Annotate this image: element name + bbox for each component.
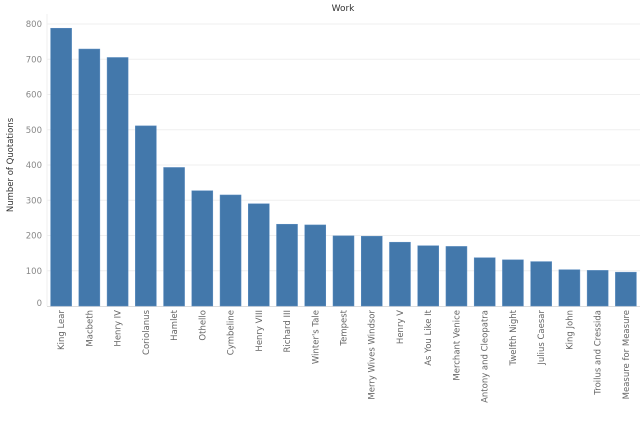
x-tick-label: Macbeth	[85, 310, 95, 347]
x-tick-label: Coriolanus	[142, 309, 152, 355]
bar[interactable]	[473, 257, 496, 307]
y-tick-label: 200	[26, 232, 42, 242]
y-tick-label: 800	[26, 20, 42, 30]
bar[interactable]	[332, 235, 355, 307]
bar[interactable]	[389, 241, 411, 307]
x-tick-label: Richard III	[283, 310, 293, 353]
bar[interactable]	[78, 48, 101, 307]
y-tick-label: 0	[37, 299, 42, 309]
bar[interactable]	[50, 27, 72, 307]
bars	[50, 27, 637, 307]
bar[interactable]	[106, 57, 129, 307]
x-tick-label: Cymbeline	[227, 310, 237, 355]
x-tick-label: Henry VIII	[255, 310, 265, 352]
x-tick-label: Henry IV	[114, 310, 124, 347]
bar[interactable]	[219, 194, 242, 307]
chart-title: Work	[332, 4, 356, 14]
y-tick-label: 500	[26, 126, 42, 136]
x-tick-label: Measure for Measure	[622, 310, 632, 399]
x-tick-label: Troilus and Cressida	[594, 310, 604, 396]
bar[interactable]	[530, 261, 552, 307]
bar[interactable]	[558, 269, 581, 307]
bar[interactable]	[191, 190, 214, 307]
bar[interactable]	[417, 245, 439, 307]
bar[interactable]	[163, 167, 185, 307]
x-tick-label: Merry Wives Windsor	[368, 309, 378, 399]
bar[interactable]	[445, 246, 468, 307]
x-tick-label: Antony and Cleopatra	[481, 310, 491, 403]
bar[interactable]	[586, 270, 609, 307]
x-tick-label: Othello	[198, 310, 208, 341]
x-tick-label: Tempest	[340, 309, 350, 346]
x-tick-label: Henry V	[396, 310, 406, 344]
bar[interactable]	[360, 235, 383, 307]
y-axis-label: Number of Quotations	[6, 117, 16, 212]
x-tick-label: Julius Caesar	[537, 309, 547, 365]
x-tick-label: Twelfth Night	[509, 309, 519, 366]
x-tick-label: Winter's Tale	[311, 310, 321, 364]
bar[interactable]	[276, 223, 298, 307]
bar[interactable]	[502, 259, 524, 307]
bar[interactable]	[304, 224, 327, 307]
bar[interactable]	[615, 271, 637, 307]
y-tick-label: 400	[26, 161, 42, 171]
y-tick-label: 700	[26, 55, 42, 65]
x-axis: King Lear Macbeth Henry IV Coriolanus Hamlet…	[57, 309, 632, 403]
x-tick-label: Merchant Venice	[452, 310, 462, 381]
bar[interactable]	[248, 203, 270, 307]
y-axis: 0 100 200 300 400 500 600 700 800	[26, 14, 640, 309]
y-tick-label: 100	[26, 267, 42, 277]
y-tick-label: 300	[26, 196, 42, 206]
x-tick-label: King Lear	[57, 310, 67, 350]
x-tick-label: King John	[565, 310, 575, 350]
y-tick-label: 600	[26, 91, 42, 101]
x-tick-label: As You Like It	[424, 309, 434, 365]
bar[interactable]	[135, 125, 157, 307]
x-tick-label: Hamlet	[170, 309, 180, 340]
